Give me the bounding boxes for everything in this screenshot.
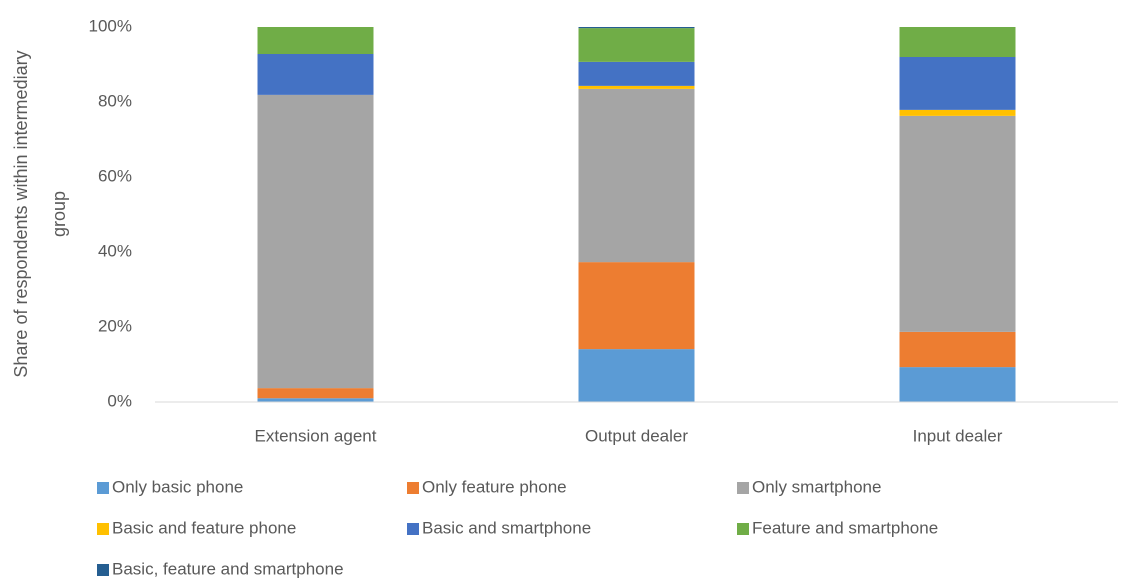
legend-swatch <box>97 564 109 576</box>
y-tick-label: 60% <box>98 166 132 185</box>
bar-segment <box>899 331 1016 368</box>
x-tick-label: Input dealer <box>913 426 1003 445</box>
legend-swatch <box>407 482 419 494</box>
bar-segment <box>257 27 374 54</box>
legend-label: Feature and smartphone <box>752 518 938 537</box>
bar-segment <box>257 388 374 399</box>
bar-segment <box>257 54 374 95</box>
legend-label: Basic and feature phone <box>112 518 296 537</box>
legend-label: Only feature phone <box>422 477 567 496</box>
bar-segment <box>899 115 1016 332</box>
bar-segment <box>899 27 1016 57</box>
legend-swatch <box>737 523 749 535</box>
legend-swatch <box>737 482 749 494</box>
bar-segment <box>257 94 374 389</box>
y-tick-label: 0% <box>107 391 132 410</box>
legend-label: Basic and smartphone <box>422 518 591 537</box>
bar-segment <box>899 109 1016 116</box>
bar-segment <box>578 28 695 62</box>
legend-swatch <box>407 523 419 535</box>
legend-swatch <box>97 523 109 535</box>
y-axis-label: Share of respondents within intermediary <box>11 50 31 377</box>
x-tick-label: Output dealer <box>585 426 688 445</box>
bar-segment <box>257 398 374 402</box>
bar-segment <box>899 57 1016 110</box>
bar-segment <box>578 85 695 89</box>
x-tick-label: Extension agent <box>255 426 377 445</box>
legend-label: Only smartphone <box>752 477 881 496</box>
y-tick-label: 20% <box>98 316 132 335</box>
y-tick-label: 40% <box>98 241 132 260</box>
legend-label: Only basic phone <box>112 477 243 496</box>
bar-segment <box>578 349 695 402</box>
bar-segment <box>899 367 1016 402</box>
bar-segment <box>578 88 695 263</box>
bar-segment <box>578 262 695 350</box>
bar-segment <box>578 27 695 29</box>
y-tick-label: 80% <box>98 91 132 110</box>
legend-label: Basic, feature and smartphone <box>112 559 344 578</box>
y-axis-label: group <box>49 191 69 237</box>
y-tick-label: 100% <box>89 16 132 35</box>
legend-swatch <box>97 482 109 494</box>
bar-segment <box>578 61 695 86</box>
